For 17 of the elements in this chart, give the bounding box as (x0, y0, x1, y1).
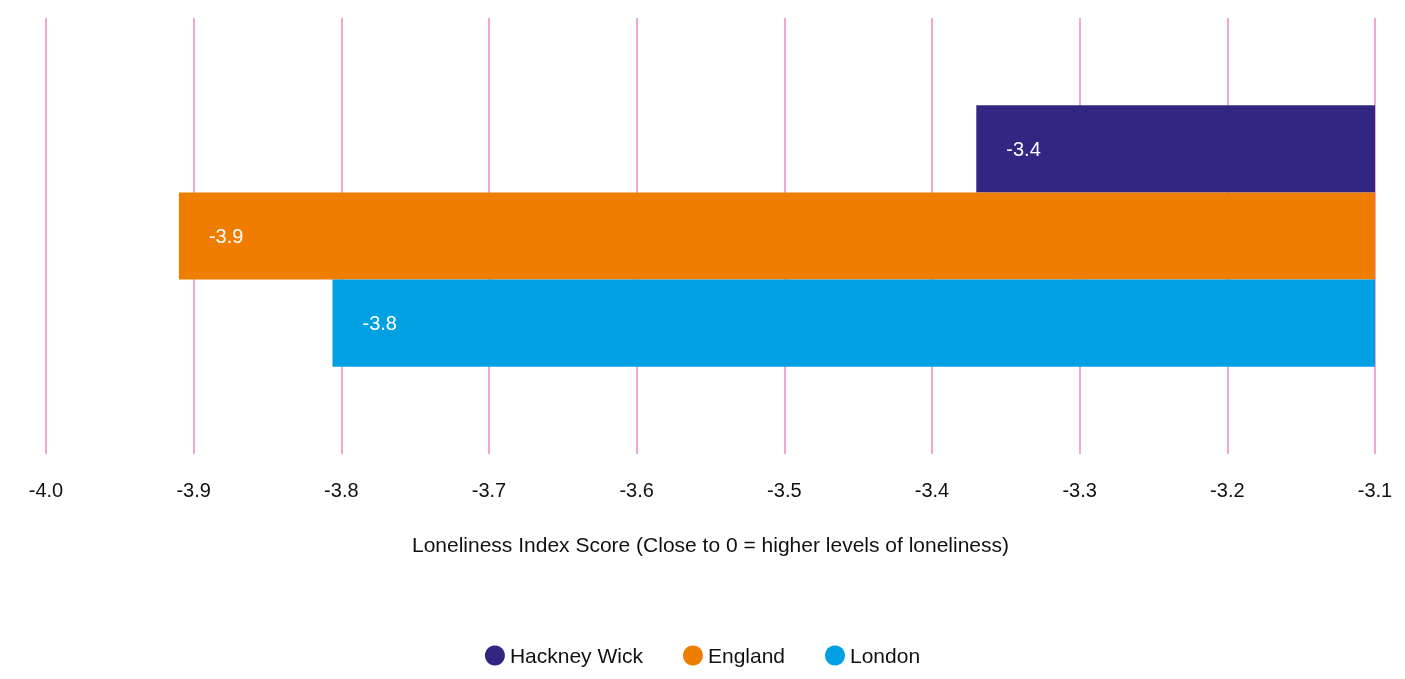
x-tick-label: -4.0 (28, 479, 64, 501)
x-tick-label: -3.6 (619, 479, 654, 501)
x-tick-label: -3.8 (324, 479, 359, 501)
x-tick-label: -3.2 (1210, 479, 1245, 501)
x-tick-label: -3.5 (767, 479, 802, 501)
legend-label: London (850, 644, 921, 667)
data-label: -3.8 (362, 312, 397, 335)
x-axis-title: Loneliness Index Score (Close to 0 = higher levels of loneliness) (411, 533, 1010, 556)
x-tick-label: -3.7 (471, 479, 507, 501)
legend-label: England (707, 644, 786, 667)
x-tick-label: -3.4 (914, 479, 950, 501)
data-label: -3.4 (1006, 137, 1041, 160)
data-label: -3.9 (208, 225, 244, 247)
x-tick-label: -3.1 (1357, 479, 1393, 501)
legend-label: Hackney Wick (509, 644, 644, 667)
x-tick-label: -3.3 (1062, 479, 1097, 501)
x-tick-label: -3.9 (176, 479, 211, 501)
